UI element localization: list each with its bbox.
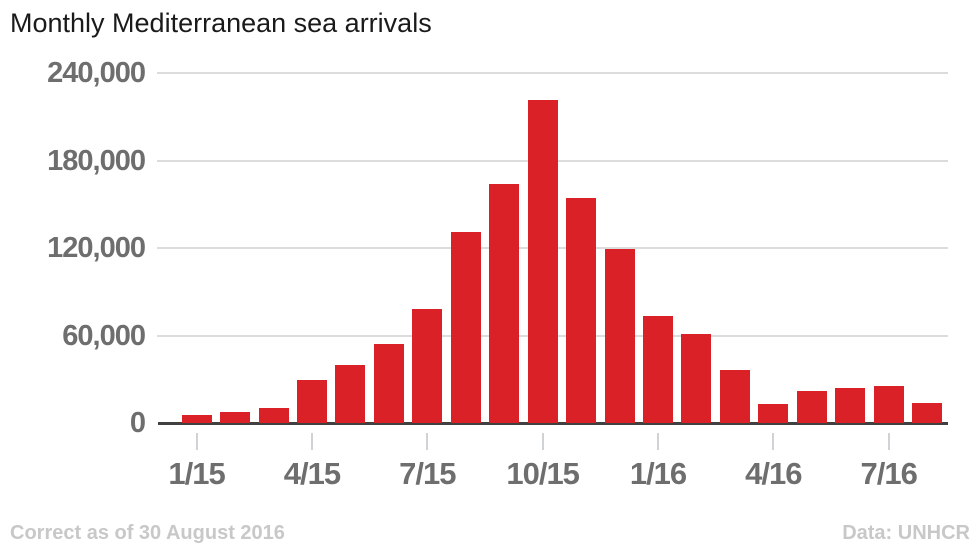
bar-6-16 [835,388,866,423]
x-axis-tick [541,433,544,450]
bar-7-16 [873,385,904,423]
y-axis-label: 120,000 [47,232,146,264]
x-axis-tick [310,433,313,450]
bar-5-16 [796,391,827,423]
x-axis-label: 7/15 [399,456,456,491]
chart-title: Monthly Mediterranean sea arrivals [10,8,432,38]
x-axis-label: 7/16 [860,456,918,491]
x-axis-tick [657,433,659,450]
bar-11-15 [566,197,597,423]
source-credit: Data: UNHCR [842,522,970,544]
gridline [157,72,948,74]
x-axis-tick [887,433,890,450]
x-axis-label: 1/16 [629,456,687,491]
x-axis-line [158,422,948,425]
x-axis-label: 1/15 [168,456,225,491]
x-axis-tick [426,433,429,450]
bar-1-15 [181,414,212,423]
bar-8-15 [450,232,481,423]
y-axis-label: 0 [129,407,146,439]
bar-9-15 [489,184,520,423]
bar-5-15 [335,364,366,423]
x-axis-label: 10/15 [506,456,580,491]
bar-2-15 [220,412,251,423]
bar-12-15 [604,249,635,423]
footnote-correct-as-of: Correct as of 30 August 2016 [10,522,285,544]
bar-8-16 [912,402,943,423]
x-axis-tick [195,433,198,450]
bar-4-16 [758,404,789,423]
bar-7-15 [412,308,443,423]
bar-1-16 [643,315,673,423]
x-axis-label: 4/15 [283,456,341,491]
bar-4-15 [296,379,327,423]
bar-10-15 [527,100,558,423]
y-axis-label: 60,000 [62,319,146,352]
y-axis-label: 180,000 [47,144,146,177]
bar-3-16 [719,369,750,423]
x-axis-tick [772,433,775,450]
bar-3-15 [258,407,289,423]
bar-6-15 [373,343,404,423]
y-axis-label: 240,000 [47,57,146,89]
bar-2-16 [681,334,712,423]
x-axis-label: 4/16 [745,456,802,491]
